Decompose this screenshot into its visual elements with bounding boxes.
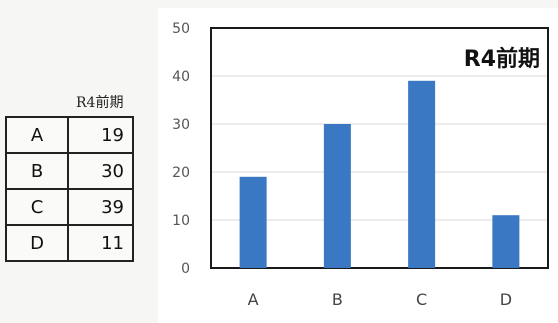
- y-tick-label: 10: [172, 213, 190, 229]
- y-tick-label: 50: [172, 21, 190, 37]
- x-tick-label: A: [248, 290, 259, 309]
- bar: [323, 124, 351, 268]
- bar: [239, 176, 267, 268]
- table-cell-category: B: [5, 152, 69, 190]
- table-cell-category: A: [5, 116, 69, 154]
- bar: [408, 80, 436, 268]
- table-row: D 11: [5, 224, 134, 262]
- table-cell-value: 19: [67, 116, 134, 154]
- table-cell-value: 11: [67, 224, 134, 262]
- table-cell-value: 39: [67, 188, 134, 226]
- y-tick-label: 30: [172, 117, 190, 133]
- chart-panel: [158, 8, 558, 323]
- y-tick-label: 40: [172, 69, 190, 85]
- table-cell-category: D: [5, 224, 69, 262]
- table-row: B 30: [5, 152, 134, 190]
- bar: [492, 215, 520, 268]
- x-tick-label: D: [500, 290, 512, 309]
- table-caption: R4前期: [76, 95, 124, 111]
- y-tick-label: 0: [181, 261, 190, 277]
- x-tick-label: C: [416, 290, 427, 309]
- y-tick-label: 20: [172, 165, 190, 181]
- table-row: A 19: [5, 116, 134, 154]
- x-tick-label: B: [332, 290, 343, 309]
- table-row: C 39: [5, 188, 134, 226]
- table-cell-value: 30: [67, 152, 134, 190]
- data-table: A 19 B 30 C 39 D 11: [5, 116, 134, 262]
- chart-title: R4前期: [464, 46, 540, 72]
- plot-frame: [210, 27, 549, 269]
- table-cell-category: C: [5, 188, 69, 226]
